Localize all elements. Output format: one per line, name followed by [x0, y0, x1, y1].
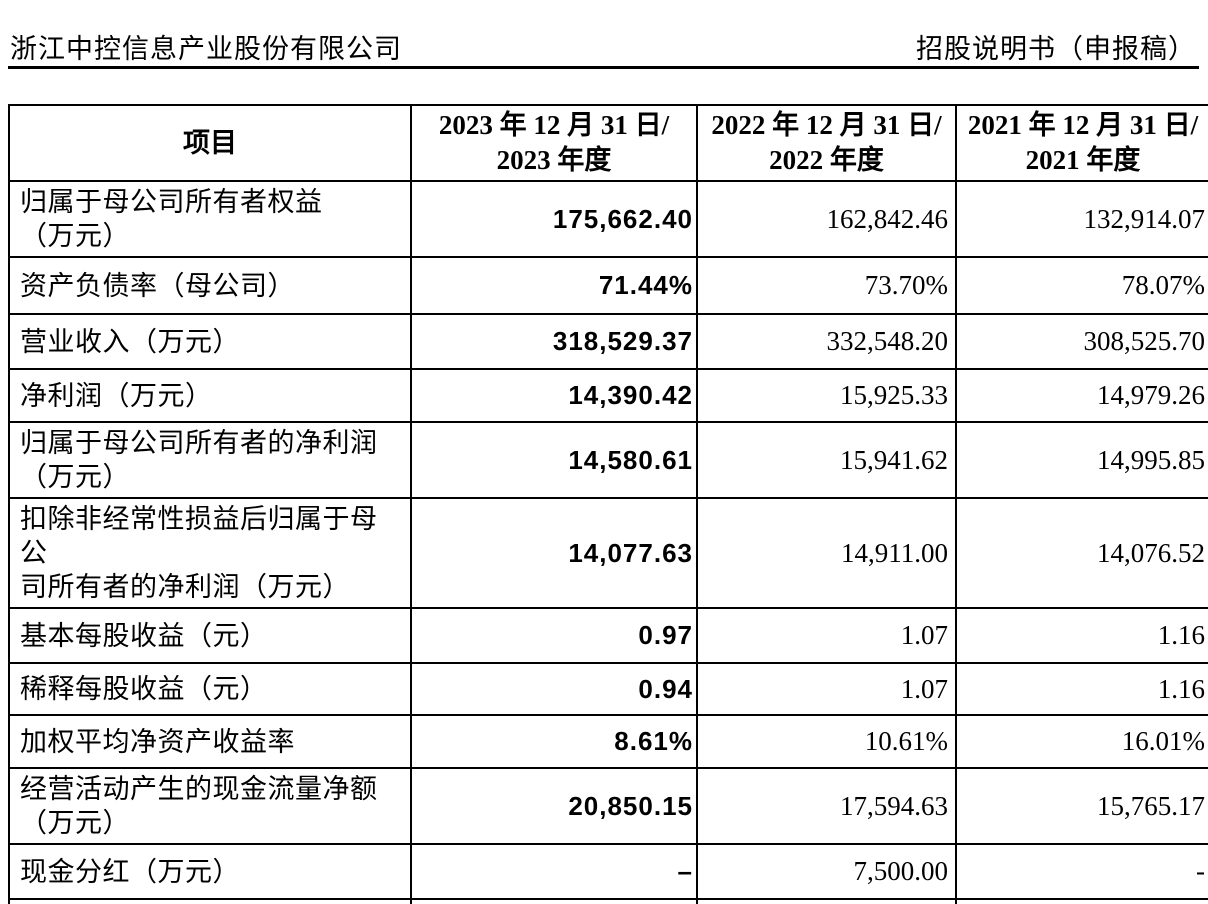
- value-2021: 14,076.52: [955, 497, 1208, 609]
- value-2021: 308,525.70: [955, 313, 1208, 370]
- value-2022: 1.07: [696, 607, 957, 664]
- table-row: 稀释每股收益（元） 0.94 1.07 1.16: [8, 662, 1208, 716]
- value-2022: 10.61%: [696, 714, 957, 769]
- value-2022: 73.70%: [696, 256, 957, 315]
- value-2023: 318,529.37: [410, 313, 698, 370]
- table-row: 现金分红（万元） – 7,500.00 -: [8, 843, 1208, 900]
- header-divider: [8, 66, 1199, 69]
- value-2021: 4.10%: [955, 898, 1208, 904]
- row-label: 研发投入占营业收入的比例: [8, 898, 412, 904]
- value-2023: 14,390.42: [410, 368, 698, 423]
- value-2023: 14,077.63: [410, 497, 698, 609]
- value-2022: 1.07: [696, 662, 957, 716]
- table-row: 研发投入占营业收入的比例 4.91% 4.55% 4.10%: [8, 898, 1208, 904]
- row-label: 加权平均净资产收益率: [8, 714, 412, 769]
- value-2021: 15,765.17: [955, 767, 1208, 845]
- value-2021: 132,914.07: [955, 180, 1208, 258]
- table-row: 归属于母公司所有者的净利润 （万元） 14,580.61 15,941.62 1…: [8, 421, 1208, 499]
- table-row: 基本每股收益（元） 0.97 1.07 1.16: [8, 607, 1208, 664]
- value-2021: 16.01%: [955, 714, 1208, 769]
- value-2023: 0.97: [410, 607, 698, 664]
- value-2023: 20,850.15: [410, 767, 698, 845]
- value-2021: -: [955, 843, 1208, 900]
- value-2021: 14,995.85: [955, 421, 1208, 499]
- value-2023: 0.94: [410, 662, 698, 716]
- value-2023: 71.44%: [410, 256, 698, 315]
- document-title: 招股说明书（申报稿）: [916, 34, 1196, 64]
- value-2022: 15,925.33: [696, 368, 957, 423]
- value-2021: 78.07%: [955, 256, 1208, 315]
- column-header-item: 项目: [8, 104, 412, 182]
- row-label: 归属于母公司所有者权益 （万元）: [8, 180, 412, 258]
- value-2021: 14,979.26: [955, 368, 1208, 423]
- table-row: 净利润（万元） 14,390.42 15,925.33 14,979.26: [8, 368, 1208, 423]
- row-label: 经营活动产生的现金流量净额 （万元）: [8, 767, 412, 845]
- value-2022: 162,842.46: [696, 180, 957, 258]
- column-header-2021: 2021 年 12 月 31 日/ 2021 年度: [955, 104, 1208, 182]
- table-row: 资产负债率（母公司） 71.44% 73.70% 78.07%: [8, 256, 1208, 315]
- value-2022: 7,500.00: [696, 843, 957, 900]
- value-2023: –: [410, 843, 698, 900]
- table-row: 归属于母公司所有者权益 （万元） 175,662.40 162,842.46 1…: [8, 180, 1208, 258]
- column-header-2022: 2022 年 12 月 31 日/ 2022 年度: [696, 104, 957, 182]
- table-row: 扣除非经常性损益后归属于母公 司所有者的净利润（万元） 14,077.63 14…: [8, 497, 1208, 609]
- value-2023: 175,662.40: [410, 180, 698, 258]
- table-row: 经营活动产生的现金流量净额 （万元） 20,850.15 17,594.63 1…: [8, 767, 1208, 845]
- page-header: 浙江中控信息产业股份有限公司 招股说明书（申报稿）: [10, 27, 1196, 64]
- value-2022: 4.55%: [696, 898, 957, 904]
- value-2021: 1.16: [955, 607, 1208, 664]
- value-2022: 17,594.63: [696, 767, 957, 845]
- column-header-2023: 2023 年 12 月 31 日/ 2023 年度: [410, 104, 698, 182]
- row-label: 现金分红（万元）: [8, 843, 412, 900]
- value-2023: 4.91%: [410, 898, 698, 904]
- company-name: 浙江中控信息产业股份有限公司: [10, 34, 402, 64]
- value-2023: 14,580.61: [410, 421, 698, 499]
- value-2022: 15,941.62: [696, 421, 957, 499]
- value-2022: 332,548.20: [696, 313, 957, 370]
- row-label: 资产负债率（母公司）: [8, 256, 412, 315]
- value-2021: 1.16: [955, 662, 1208, 716]
- table-row: 营业收入（万元） 318,529.37 332,548.20 308,525.7…: [8, 313, 1208, 370]
- row-label: 扣除非经常性损益后归属于母公 司所有者的净利润（万元）: [8, 497, 412, 609]
- table-row: 加权平均净资产收益率 8.61% 10.61% 16.01%: [8, 714, 1208, 769]
- row-label: 归属于母公司所有者的净利润 （万元）: [8, 421, 412, 499]
- row-label: 营业收入（万元）: [8, 313, 412, 370]
- table-header-row: 项目 2023 年 12 月 31 日/ 2023 年度 2022 年 12 月…: [8, 104, 1208, 182]
- value-2023: 8.61%: [410, 714, 698, 769]
- value-2022: 14,911.00: [696, 497, 957, 609]
- financial-summary-table: 项目 2023 年 12 月 31 日/ 2023 年度 2022 年 12 月…: [8, 104, 1208, 904]
- row-label: 稀释每股收益（元）: [8, 662, 412, 716]
- row-label: 基本每股收益（元）: [8, 607, 412, 664]
- row-label: 净利润（万元）: [8, 368, 412, 423]
